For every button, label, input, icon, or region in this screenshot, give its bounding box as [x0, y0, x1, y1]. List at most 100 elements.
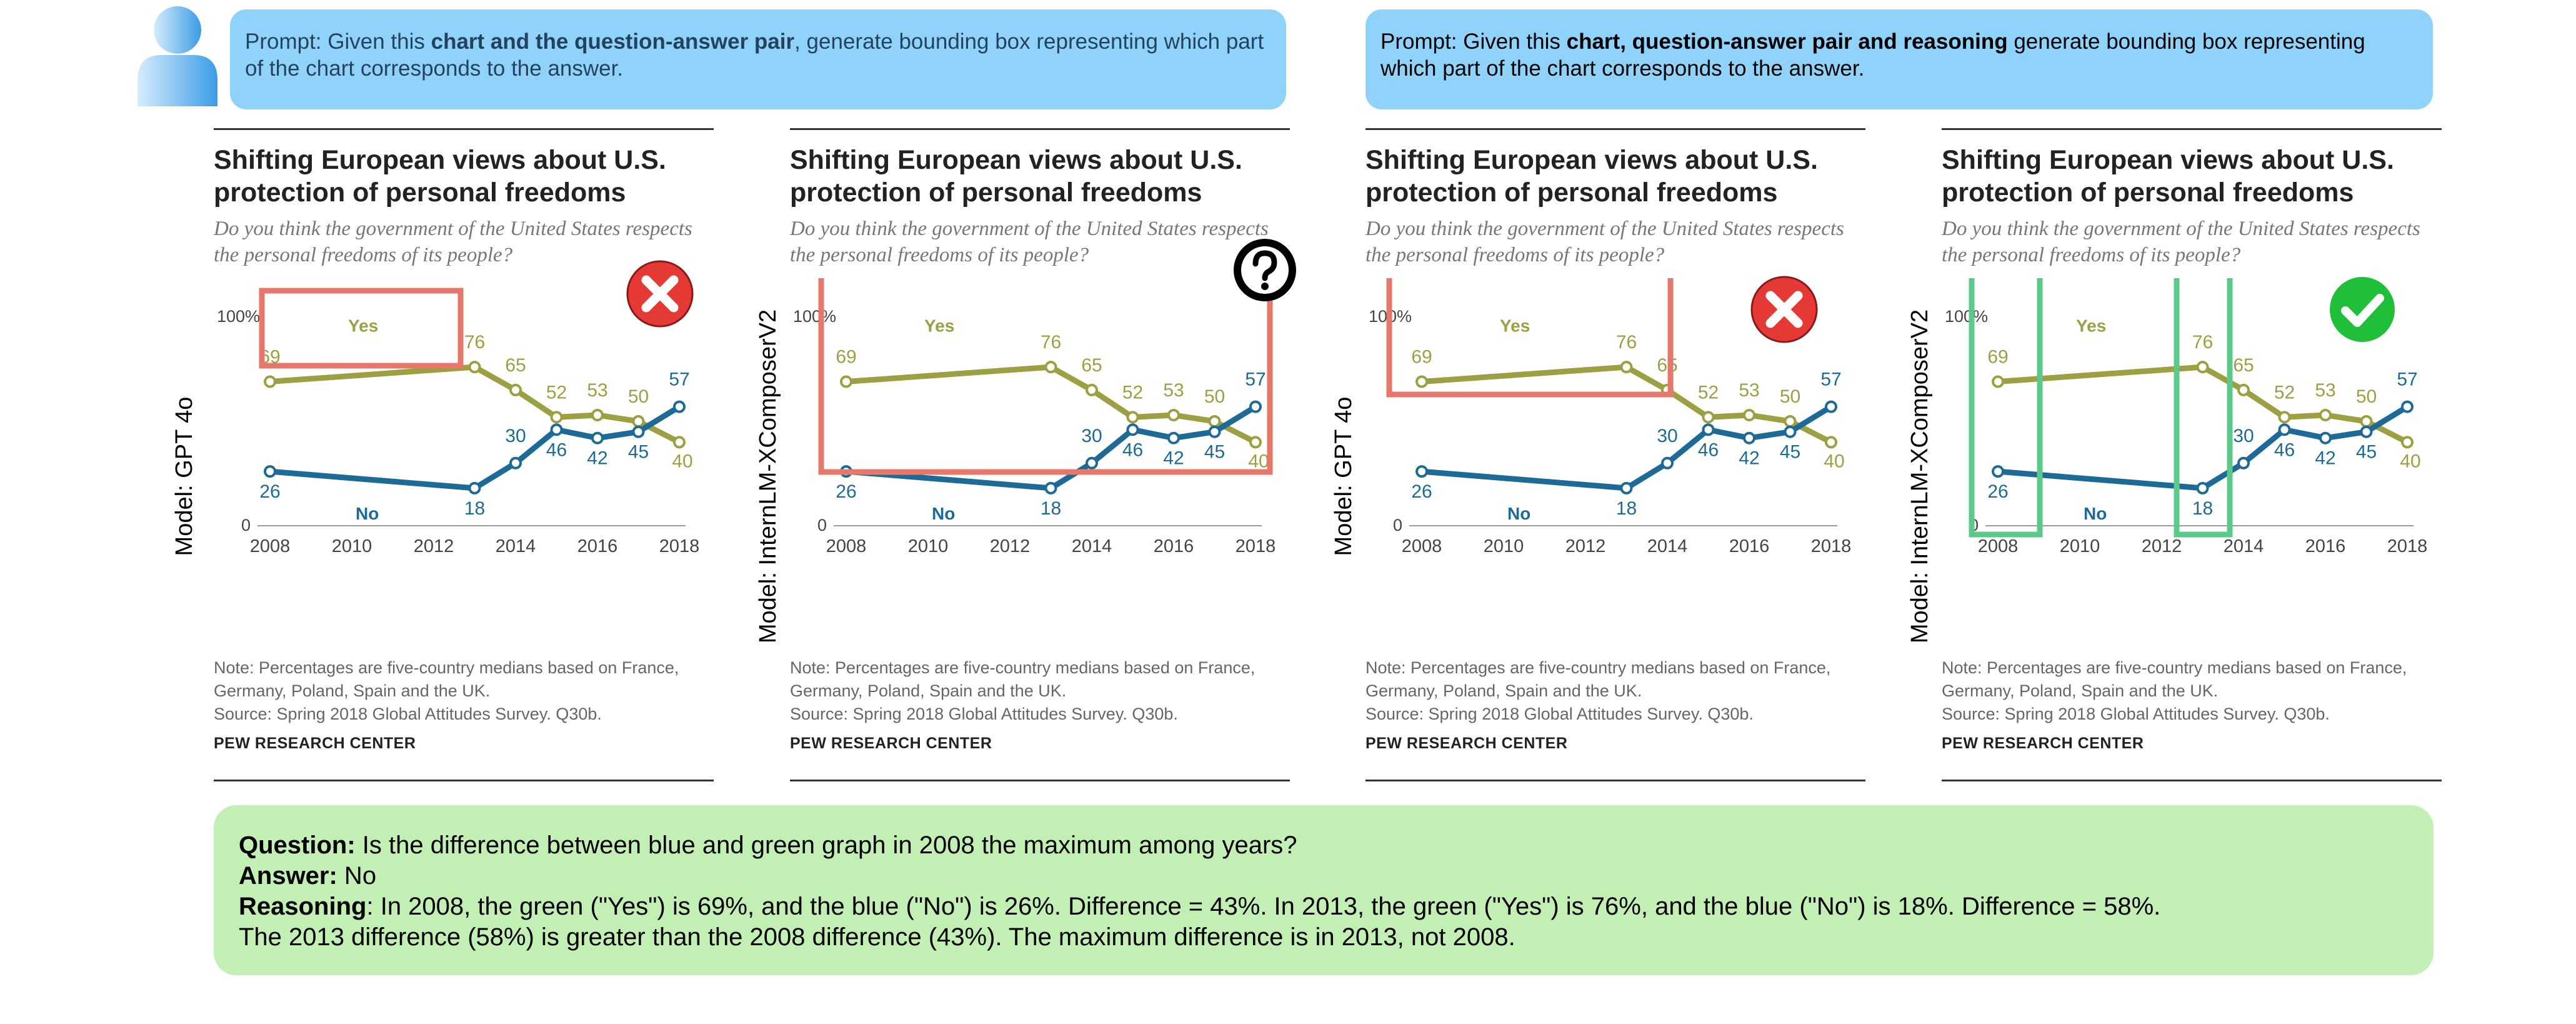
source-line: Source: Spring 2018 Global Attitudes Sur…: [1365, 705, 1754, 723]
qa-box: Question: Is the difference between blue…: [214, 805, 2434, 975]
bottom-rule: [1942, 780, 2442, 781]
answer-line: Answer: No: [239, 862, 377, 890]
data-point: [2196, 481, 2209, 494]
data-point: [550, 423, 563, 436]
source-line: Source: Spring 2018 Global Attitudes Sur…: [1942, 705, 2330, 723]
chart-notes: Note: Percentages are five-country media…: [1365, 656, 1865, 726]
data-point: [1086, 383, 1098, 396]
data-point: [2360, 425, 2373, 438]
data-label: 18: [464, 498, 485, 519]
note-line-1: Note: Percentages are five-country media…: [790, 658, 1256, 677]
data-point: [1743, 408, 1755, 421]
series-label-yes: Yes: [2076, 316, 2106, 336]
series-line-yes: [1421, 364, 1833, 445]
data-point: [509, 383, 522, 396]
chart-subtitle: Do you think the government of the Unite…: [790, 218, 1269, 266]
y-tick-top: 100%: [217, 307, 260, 326]
data-point: [1086, 456, 1098, 469]
series-label-no: No: [2084, 504, 2107, 523]
data-point: [632, 415, 645, 428]
data-label: 76: [2192, 332, 2213, 353]
data-label: 52: [2274, 382, 2295, 403]
data-label: 46: [546, 439, 567, 460]
chart-title: Shifting European views about U.S. prote…: [1365, 145, 1818, 208]
y-tick-bottom: 0: [241, 516, 251, 535]
data-label: 50: [1204, 386, 1225, 407]
data-point: [2319, 408, 2332, 421]
bottom-rule: [1365, 780, 1865, 781]
x-tick-label: 2016: [577, 536, 618, 556]
series-label-no: No: [1507, 504, 1530, 523]
x-tick-label: 2016: [2305, 536, 2346, 556]
data-point: [1208, 425, 1221, 438]
pew-brand: PEW RESEARCH CENTER: [790, 735, 992, 752]
data-point: [2196, 361, 2209, 374]
note-line-2: Germany, Poland, Spain and the UK.: [1942, 681, 2219, 700]
data-label: 69: [1987, 347, 2008, 368]
y-tick-top: 100%: [793, 307, 836, 326]
data-label: 18: [1041, 498, 1061, 519]
data-label: 45: [1780, 442, 1800, 463]
y-tick-bottom: 0: [1393, 516, 1402, 535]
wrong-cross-icon: [1750, 276, 1818, 343]
data-point: [1249, 436, 1262, 449]
data-label: 53: [587, 380, 607, 401]
source-line: Source: Spring 2018 Global Attitudes Sur…: [790, 705, 1178, 723]
data-label: 57: [669, 369, 689, 390]
data-label: 52: [1698, 382, 1719, 403]
pew-brand: PEW RESEARCH CENTER: [1942, 735, 2144, 752]
chart-notes: Note: Percentages are five-country media…: [214, 656, 714, 726]
x-tick-label: 2018: [1811, 536, 1852, 556]
predicted-bounding-box: [2174, 278, 2233, 538]
series-line-yes: [269, 364, 681, 445]
data-label: 30: [2233, 426, 2254, 446]
data-point: [2278, 423, 2291, 436]
data-label: 76: [1616, 332, 1637, 353]
series-label-yes: Yes: [924, 316, 954, 336]
data-point: [591, 431, 604, 444]
data-point: [264, 465, 276, 478]
x-tick-label: 2008: [1402, 536, 1442, 556]
predicted-bounding-box: [1969, 278, 2043, 538]
data-point: [1620, 361, 1633, 374]
data-point: [1661, 456, 1674, 469]
prompt-right: Prompt: Given this chart, question-answe…: [1365, 9, 2433, 109]
x-tick-label: 2016: [1729, 536, 1770, 556]
data-label: 65: [1657, 355, 1677, 376]
chart-panel-internlm-reasoning: Shifting European views about U.S. prote…: [1942, 119, 2445, 788]
data-point: [2401, 400, 2414, 413]
data-label: 53: [1739, 380, 1759, 401]
data-point: [468, 361, 481, 374]
data-label: 52: [546, 382, 567, 403]
data-point: [632, 425, 645, 438]
x-tick-label: 2018: [659, 536, 700, 556]
chart-title: Shifting European views about U.S. prote…: [790, 145, 1242, 208]
x-tick-label: 2018: [2387, 536, 2428, 556]
series-label-yes: Yes: [1500, 316, 1530, 336]
data-label: 53: [1163, 380, 1184, 401]
chart-title: Shifting European views about U.S. prote…: [1942, 145, 2394, 208]
bottom-rule: [214, 780, 714, 781]
data-point: [673, 436, 686, 449]
data-point: [1044, 481, 1057, 494]
data-label: 26: [1411, 481, 1432, 502]
data-label: 26: [259, 481, 280, 502]
data-label: 26: [1987, 481, 2008, 502]
data-point: [1992, 375, 2004, 388]
data-point: [550, 411, 563, 424]
user-avatar-icon: [137, 6, 217, 106]
data-point: [264, 375, 276, 388]
x-tick-label: 2012: [1565, 536, 1606, 556]
x-tick-label: 2008: [826, 536, 867, 556]
top-rule: [214, 128, 714, 130]
series-label-no: No: [356, 504, 379, 523]
predicted-bounding-box: [259, 288, 464, 369]
x-tick-label: 2012: [990, 536, 1031, 556]
data-point: [591, 408, 604, 421]
data-label: 50: [2356, 386, 2377, 407]
data-label: 42: [2315, 448, 2335, 469]
chart-title: Shifting European views about U.S. prote…: [214, 145, 666, 208]
x-tick-label: 2010: [2060, 536, 2100, 556]
